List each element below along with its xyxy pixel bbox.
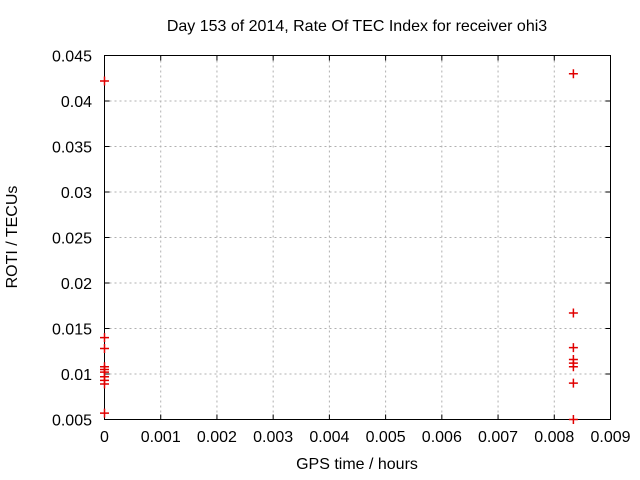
x-tick-label: 0.004 [309,429,349,446]
y-tick-label: 0.04 [61,94,92,111]
data-point-layer [100,69,578,424]
y-tick-label: 0.045 [52,49,92,66]
y-axis-label: ROTI / TECUs [4,186,21,289]
y-tick-label: 0.03 [61,185,92,202]
x-tick-label: 0.002 [197,429,237,446]
data-point-plus-marker [100,344,109,354]
x-tick-label: 0.009 [590,429,630,446]
x-tick-label: 0.007 [478,429,518,446]
x-tick-label: 0.005 [366,429,406,446]
data-point-plus-marker [100,333,109,343]
data-point-plus-marker [100,408,109,418]
data-point-plus-marker [100,76,109,86]
x-axis-label: GPS time / hours [296,456,418,473]
y-tick-label: 0.005 [52,413,92,430]
data-point-plus-marker [100,379,109,389]
y-tick-label: 0.015 [52,322,92,339]
y-tick-label: 0.02 [61,276,92,293]
data-point-plus-marker [568,69,578,79]
x-tick-label: 0.006 [422,429,462,446]
tick-label-layer: 0 0.001 0.002 0.003 0.004 0.005 0.006 0.007 0.00… [52,49,631,447]
y-tick-label: 0.025 [52,231,92,248]
data-point-plus-marker [568,308,578,318]
x-tick-label: 0.008 [534,429,574,446]
x-tick-label: 0 [100,429,109,446]
x-tick-label: 0.001 [141,429,181,446]
data-point-plus-marker [568,415,578,424]
chart-title: Day 153 of 2014, Rate Of TEC Index for r… [167,18,547,35]
y-tick-label: 0.035 [52,140,92,157]
y-tick-label: 0.01 [61,367,92,384]
data-point-plus-marker [568,343,578,353]
tick-layer [104,55,611,420]
grid-layer [104,55,611,420]
data-point-plus-marker [568,362,578,372]
data-point-plus-marker [568,378,578,388]
x-tick-label: 0.003 [253,429,293,446]
